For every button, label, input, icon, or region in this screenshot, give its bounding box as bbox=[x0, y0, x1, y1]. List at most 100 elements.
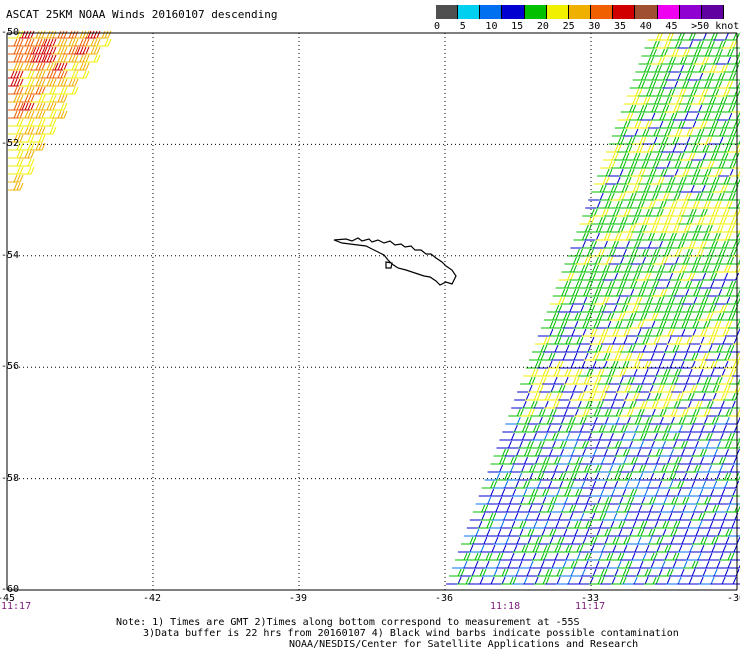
wind-barb bbox=[678, 216, 694, 225]
wind-barb bbox=[702, 32, 718, 41]
wind-barb bbox=[655, 368, 671, 377]
wind-barb bbox=[631, 104, 648, 113]
wind-barb bbox=[677, 368, 693, 377]
wind-barb bbox=[19, 166, 35, 175]
wind-barb bbox=[686, 224, 702, 233]
wind-barb bbox=[619, 136, 636, 145]
wind-barb bbox=[704, 472, 721, 481]
wind-barb bbox=[525, 392, 541, 401]
wind-barb bbox=[593, 296, 610, 305]
wind-barb bbox=[495, 472, 512, 481]
wind-barb bbox=[628, 560, 644, 569]
wind-barb bbox=[699, 544, 716, 553]
wind-barb bbox=[609, 224, 625, 233]
wind-barb bbox=[697, 104, 714, 113]
wind-barb bbox=[522, 488, 539, 497]
wind-barb bbox=[534, 336, 551, 345]
wind-barb bbox=[636, 328, 653, 337]
wind-barb bbox=[607, 288, 624, 297]
wind-barb bbox=[449, 568, 465, 577]
wind-barb bbox=[560, 504, 577, 513]
wind-barb bbox=[570, 448, 586, 457]
wind-barb bbox=[596, 496, 613, 505]
wind-barb bbox=[688, 544, 705, 553]
wind-barb bbox=[635, 392, 651, 401]
wind-barb bbox=[488, 520, 505, 529]
wind-barb bbox=[511, 400, 527, 409]
wind-barb bbox=[486, 496, 503, 505]
wind-barb bbox=[732, 167, 740, 169]
wind-barb bbox=[667, 304, 684, 313]
wind-barb bbox=[695, 288, 712, 297]
wind-barb bbox=[688, 40, 704, 49]
wind-barb bbox=[601, 216, 617, 225]
wind-barb bbox=[717, 496, 734, 505]
wind-barb bbox=[719, 224, 735, 233]
wind-barb bbox=[520, 464, 537, 473]
wind-barb bbox=[578, 248, 594, 257]
wind-barb bbox=[653, 104, 670, 113]
wind-barb bbox=[674, 464, 691, 473]
wind-barb bbox=[604, 416, 620, 425]
wind-barb bbox=[708, 312, 725, 321]
wind-barb bbox=[707, 48, 723, 57]
wind-barb bbox=[611, 456, 627, 465]
color-swatch bbox=[657, 5, 680, 19]
wind-barb bbox=[630, 136, 647, 145]
wind-barb bbox=[513, 512, 530, 521]
wind-barb bbox=[665, 488, 682, 497]
wind-barb bbox=[598, 520, 615, 529]
wind-barb bbox=[616, 472, 633, 481]
wind-barb bbox=[595, 440, 611, 449]
wind-barb bbox=[52, 38, 68, 47]
wind-barb bbox=[683, 112, 700, 121]
wind-barb bbox=[617, 112, 634, 121]
wind-barb bbox=[63, 62, 79, 71]
wind-barb bbox=[663, 136, 680, 145]
wind-barb bbox=[519, 496, 536, 505]
wind-barb bbox=[598, 552, 614, 561]
wind-barb bbox=[677, 544, 694, 553]
wind-barb bbox=[588, 280, 605, 289]
wind-barb bbox=[719, 432, 735, 441]
wind-barb bbox=[689, 424, 705, 433]
wind-barb bbox=[624, 392, 640, 401]
wind-barb bbox=[30, 126, 46, 135]
wind-barb bbox=[672, 232, 688, 241]
wind-barb bbox=[642, 224, 658, 233]
wind-barb bbox=[512, 456, 528, 465]
wind-barb bbox=[630, 464, 647, 473]
wind-barb bbox=[598, 224, 614, 233]
wind-barb bbox=[669, 568, 685, 577]
wind-barb bbox=[637, 504, 654, 513]
wind-barb bbox=[671, 384, 687, 393]
wind-barb bbox=[656, 216, 672, 225]
wind-barb bbox=[675, 552, 691, 561]
wind-barb bbox=[41, 86, 57, 95]
wind-barb bbox=[661, 232, 677, 241]
wind-barb bbox=[30, 38, 46, 47]
wind-barb bbox=[611, 544, 628, 553]
wind-barb bbox=[555, 400, 571, 409]
wind-barb bbox=[669, 152, 685, 161]
wind-barb bbox=[574, 288, 591, 297]
wind-barb bbox=[698, 72, 715, 81]
wind-barb bbox=[631, 312, 648, 321]
wind-speed-scale-labels: 0 5 10 15 20 25 30 35 40 45 >50 knots bbox=[434, 21, 740, 33]
wind-barb bbox=[628, 528, 645, 537]
wind-barb bbox=[567, 248, 583, 257]
wind-barb bbox=[633, 456, 649, 465]
wind-barb bbox=[706, 200, 722, 209]
wind-barb bbox=[572, 384, 588, 393]
wind-barb bbox=[710, 128, 727, 137]
wind-barb bbox=[685, 376, 701, 385]
wind-barb bbox=[615, 296, 632, 305]
wind-barb bbox=[564, 256, 580, 265]
wind-barb bbox=[480, 512, 497, 521]
wind-barb bbox=[732, 583, 740, 585]
wind-barb bbox=[565, 520, 582, 529]
wind-barb bbox=[8, 158, 24, 167]
wind-barb bbox=[613, 392, 629, 401]
wind-barb bbox=[545, 576, 561, 585]
wind-barb bbox=[610, 192, 626, 201]
